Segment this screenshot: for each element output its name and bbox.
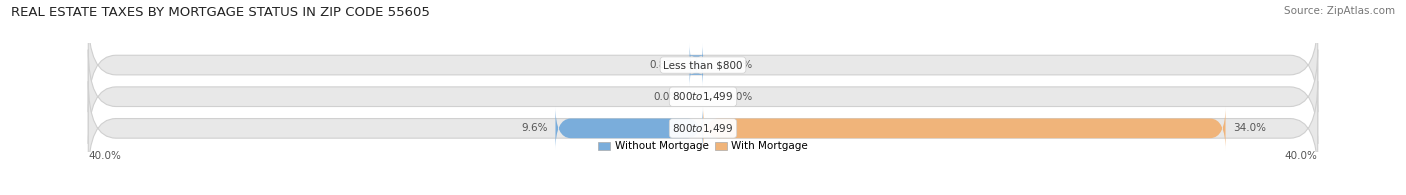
FancyBboxPatch shape — [703, 106, 1226, 150]
Text: 0.0%: 0.0% — [654, 92, 681, 102]
Text: 0.87%: 0.87% — [650, 60, 682, 70]
Text: 9.6%: 9.6% — [522, 123, 548, 133]
Text: Source: ZipAtlas.com: Source: ZipAtlas.com — [1284, 6, 1395, 16]
Text: $800 to $1,499: $800 to $1,499 — [672, 122, 734, 135]
Text: 40.0%: 40.0% — [89, 151, 121, 161]
Legend: Without Mortgage, With Mortgage: Without Mortgage, With Mortgage — [593, 137, 813, 156]
Text: 34.0%: 34.0% — [1233, 123, 1267, 133]
FancyBboxPatch shape — [89, 81, 1317, 176]
Text: REAL ESTATE TAXES BY MORTGAGE STATUS IN ZIP CODE 55605: REAL ESTATE TAXES BY MORTGAGE STATUS IN … — [11, 6, 430, 19]
Text: 0.0%: 0.0% — [725, 92, 752, 102]
FancyBboxPatch shape — [555, 106, 703, 150]
Text: Less than $800: Less than $800 — [664, 60, 742, 70]
Text: 40.0%: 40.0% — [1285, 151, 1317, 161]
FancyBboxPatch shape — [89, 18, 1317, 112]
FancyBboxPatch shape — [688, 43, 704, 87]
Text: 0.0%: 0.0% — [725, 60, 752, 70]
Text: $800 to $1,499: $800 to $1,499 — [672, 90, 734, 103]
FancyBboxPatch shape — [89, 50, 1317, 144]
